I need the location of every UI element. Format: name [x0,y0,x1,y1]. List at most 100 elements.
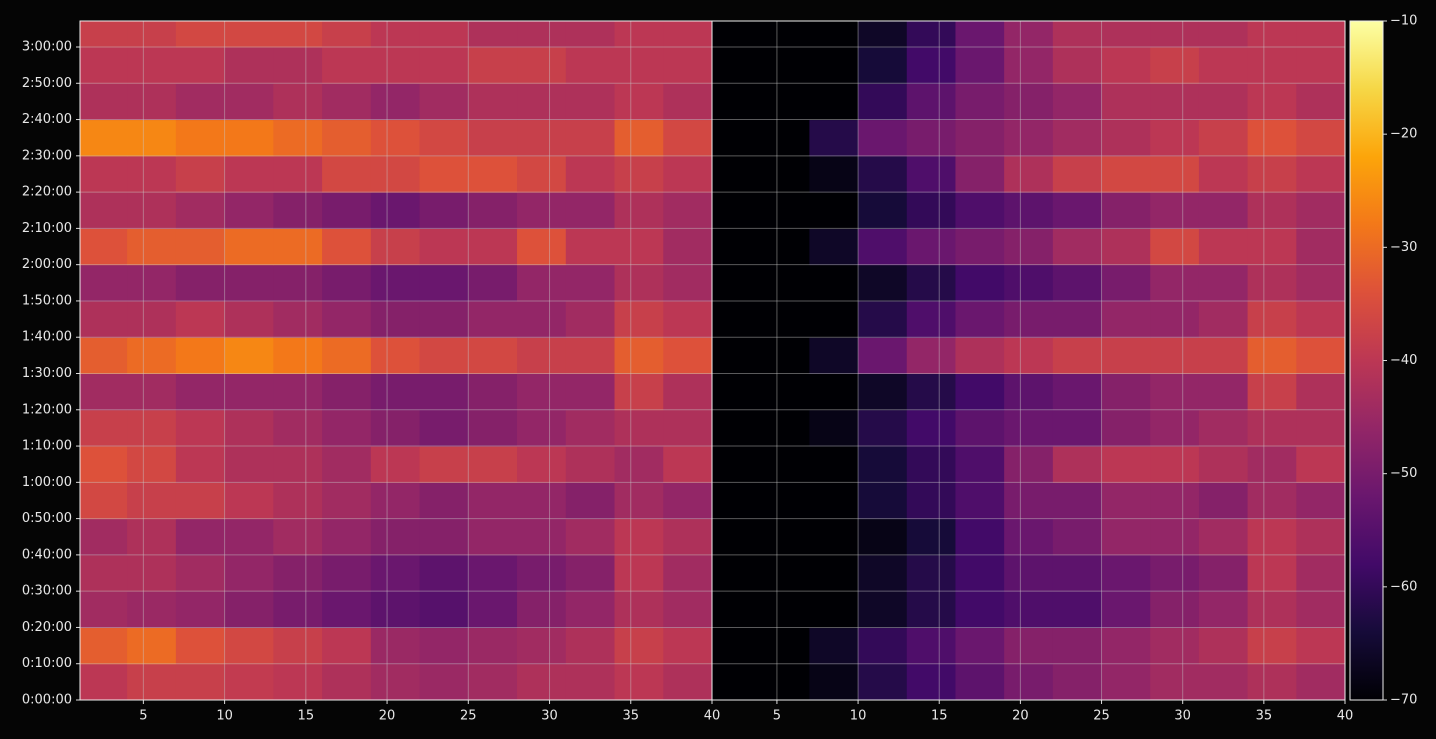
heatmap-cell [273,46,323,84]
heatmap-cell [370,83,421,121]
heatmap-cell [1296,83,1346,121]
heatmap-cell [1150,300,1200,338]
heatmap-cell [1150,554,1200,592]
heatmap-cell [1150,155,1200,193]
x-tick-label: 15 [298,709,315,724]
heatmap-cell [809,337,859,374]
heatmap-cell [80,264,128,302]
heatmap-cell [1296,46,1346,84]
heatmap-cell [419,119,469,157]
heatmap-cell [1296,591,1346,628]
heatmap-cell [1004,409,1054,447]
x-tick-label: 15 [931,709,948,724]
heatmap-cell [1296,21,1346,48]
heatmap-cell [663,300,713,338]
heatmap-cell [906,518,956,556]
heatmap-cell [370,627,421,665]
heatmap-cell [80,409,128,447]
y-tick-label: 2:00:00 [22,257,72,272]
heatmap-cell [80,373,128,411]
heatmap-cell [858,518,908,556]
heatmap-cell [760,373,810,411]
heatmap-cell [322,192,372,229]
heatmap-cell [273,518,323,556]
heatmap-cell [955,518,1005,556]
heatmap-cell [517,373,567,411]
heatmap-cell [809,46,859,84]
heatmap-cell [565,228,616,266]
y-tick-label: 1:20:00 [22,402,72,417]
heatmap-cell [419,228,469,266]
heatmap-cell [955,264,1005,302]
heatmap-cell [1004,446,1054,483]
heatmap-cell [565,482,616,520]
heatmap-cell [565,155,616,193]
heatmap-cell [1296,228,1346,266]
heatmap-cell [322,155,372,193]
heatmap-cell [906,264,956,302]
heatmap-cell [858,446,908,483]
heatmap-cell [1101,264,1151,302]
heatmap-cell [1150,518,1200,556]
y-tick-label: 0:50:00 [22,511,72,526]
heatmap-cell [1101,300,1151,338]
heatmap-cell [712,518,762,556]
heatmap-cell [955,627,1005,665]
heatmap-cell [858,83,908,121]
heatmap-cell [1150,482,1200,520]
heatmap-cell [468,21,518,48]
heatmap-cell [955,409,1005,447]
heatmap-cell [1150,591,1200,628]
heatmap-cell [273,83,323,121]
heatmap-cell [1296,663,1346,701]
heatmap-cell [858,21,908,48]
x-tick-label: 40 [1337,709,1354,724]
heatmap-cell [80,300,128,338]
heatmap-cell [1052,591,1103,628]
heatmap-cell [127,482,177,520]
y-tick-label: 2:10:00 [22,221,72,236]
heatmap-cell [1052,300,1103,338]
heatmap-cell [468,192,518,229]
heatmap-cell [663,591,713,628]
heatmap-cell [370,554,421,592]
heatmap-cell [565,264,616,302]
heatmap-cell [1052,482,1103,520]
heatmap-cell [1296,518,1346,556]
heatmap-cell [517,591,567,628]
heatmap-cell [273,228,323,266]
heatmap-cell [760,155,810,193]
heatmap-cell [663,83,713,121]
heatmap-cell [906,663,956,701]
colorbar [1349,20,1384,701]
y-tick-label: 1:40:00 [22,330,72,345]
heatmap-cell [224,409,274,447]
heatmap-cell [322,554,372,592]
heatmap-cell [175,446,226,483]
heatmap-cell [1150,21,1200,48]
heatmap-cell [80,663,128,701]
heatmap-cell [760,627,810,665]
colorbar-tick-label: −60 [1390,579,1417,594]
heatmap-cell [1198,83,1249,121]
heatmap-cell [809,482,859,520]
heatmap-cell [712,337,762,374]
heatmap-cell [370,446,421,483]
heatmap-cell [1004,663,1054,701]
heatmap-cell [809,21,859,48]
heatmap-cell [1198,192,1249,229]
heatmap-cell [1150,627,1200,665]
heatmap-cell [175,373,226,411]
y-tick-label: 2:30:00 [22,148,72,163]
x-tick-label: 35 [1256,709,1273,724]
heatmap-cell [614,554,664,592]
y-tick-label: 1:50:00 [22,293,72,308]
heatmap-cell [468,409,518,447]
heatmap-cell [809,554,859,592]
heatmap-cell [175,83,226,121]
heatmap-cell [1004,192,1054,229]
heatmap-cell [127,192,177,229]
heatmap-cell [1101,119,1151,157]
heatmap-cell [906,228,956,266]
heatmap-cell [273,591,323,628]
